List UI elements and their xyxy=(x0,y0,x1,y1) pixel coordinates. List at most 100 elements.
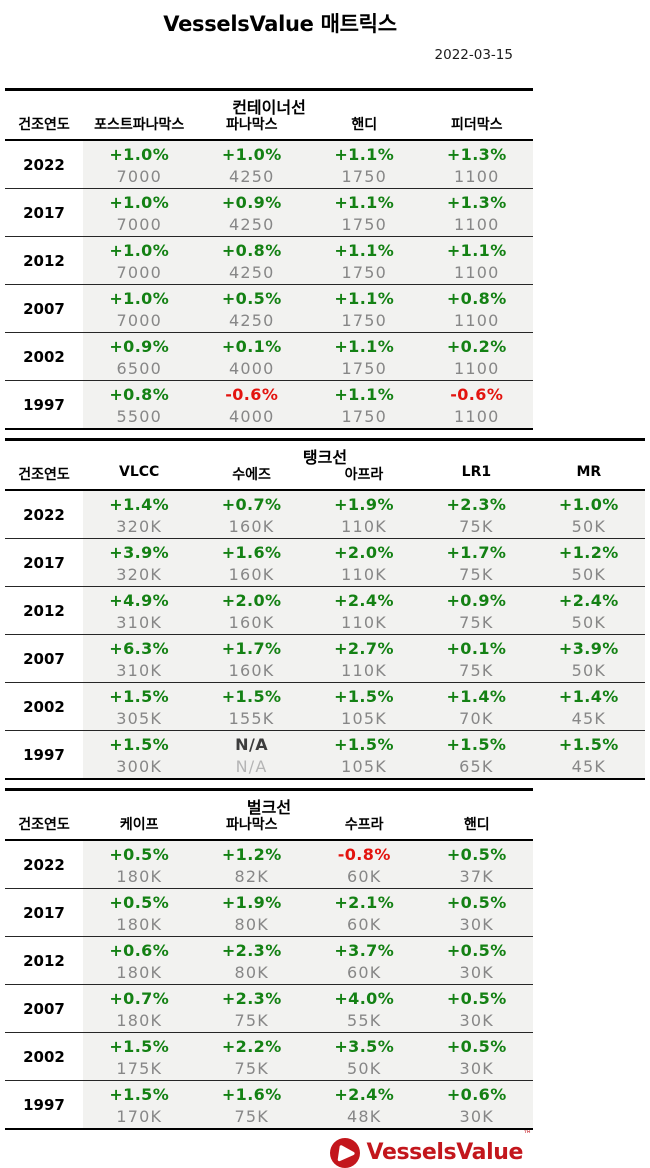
size-value: 1750 xyxy=(341,359,388,378)
pct-change: +2.3% xyxy=(221,989,282,1008)
pct-change: +1.5% xyxy=(221,687,282,706)
size-value: 30K xyxy=(459,1107,494,1126)
table-row: 2007 +6.3% 310K +1.7% 160K +2.7% 110K +0.1% 75K +… xyxy=(5,635,645,683)
pct-change: +4.0% xyxy=(334,989,395,1008)
pct-change: +0.5% xyxy=(446,1037,507,1056)
pct-change: +1.7% xyxy=(446,543,507,562)
year-label: 2017 xyxy=(5,539,83,586)
data-cell: +0.7% 160K xyxy=(195,491,308,538)
pct-change: +2.7% xyxy=(334,639,394,658)
size-value: 75K xyxy=(234,1107,269,1126)
size-value: 7000 xyxy=(116,263,163,282)
pct-change: +2.4% xyxy=(334,591,394,610)
pct-change: -0.6% xyxy=(450,385,504,404)
data-cell: +3.9% 50K xyxy=(532,635,645,682)
pct-change: +1.6% xyxy=(221,543,282,562)
pct-change: +3.7% xyxy=(334,941,395,960)
data-cell: +1.6% 75K xyxy=(195,1081,308,1128)
size-value: 1750 xyxy=(341,167,388,186)
column-header: 케이프 xyxy=(119,817,159,833)
pct-change: +0.6% xyxy=(446,1085,507,1104)
section-title: 벌크선 xyxy=(246,798,292,817)
pct-change: +1.5% xyxy=(558,735,619,754)
size-value: 110K xyxy=(341,661,387,680)
size-value: 155K xyxy=(228,709,275,728)
size-value: 1750 xyxy=(341,263,388,282)
size-value: 110K xyxy=(341,613,387,632)
header-row: 건조연도 케이프 파나막스 수프라 핸디 xyxy=(5,814,533,841)
data-cell: +4.0% 55K xyxy=(308,985,421,1032)
size-value: 1100 xyxy=(453,263,500,282)
pct-change: +0.9% xyxy=(221,193,282,212)
data-cell: -0.6% 4000 xyxy=(195,381,308,428)
data-cell: +3.5% 50K xyxy=(308,1033,421,1080)
pct-change: +1.0% xyxy=(109,145,170,164)
year-label: 1997 xyxy=(5,731,83,778)
data-cell: +2.0% 110K xyxy=(307,539,421,586)
size-value: 1750 xyxy=(341,311,388,330)
data-cell: +1.5% 300K xyxy=(83,731,196,778)
data-cell: +0.8% 5500 xyxy=(83,381,196,428)
size-value: 175K xyxy=(116,1059,163,1078)
page-title: VesselsValue 매트릭스 xyxy=(163,12,397,36)
data-cell: +1.5% 65K xyxy=(420,731,533,778)
pct-change: +2.1% xyxy=(334,893,395,912)
data-cell: +3.7% 60K xyxy=(308,937,421,984)
data-cell: -0.8% 60K xyxy=(308,841,421,888)
size-value: 4250 xyxy=(228,215,275,234)
data-cell: +2.4% 110K xyxy=(307,587,421,634)
size-value: 75K xyxy=(459,661,494,680)
size-value: 1100 xyxy=(453,311,500,330)
data-cell: +1.2% 82K xyxy=(195,841,308,888)
data-cell: +2.3% 75K xyxy=(195,985,308,1032)
data-cell: +1.1% 1750 xyxy=(308,237,421,284)
size-value: 160K xyxy=(228,661,275,680)
table-row: 2017 +1.0% 7000 +0.9% 4250 +1.1% 1750 +1.3% 1100 xyxy=(5,189,533,237)
size-value: 80K xyxy=(234,915,269,934)
column-header: MR xyxy=(576,464,602,480)
pct-change: +1.0% xyxy=(221,145,282,164)
data-cell: +0.5% 30K xyxy=(420,889,533,936)
pct-change: +1.0% xyxy=(109,193,170,212)
pct-change: +1.1% xyxy=(446,241,507,260)
size-value: 82K xyxy=(234,867,269,886)
data-cell: +4.9% 310K xyxy=(83,587,196,634)
size-value: 1100 xyxy=(453,407,500,426)
pct-change: +1.5% xyxy=(109,687,170,706)
data-cell: +1.6% 160K xyxy=(195,539,308,586)
size-value: 50K xyxy=(571,661,607,680)
pct-change: +1.2% xyxy=(558,543,619,562)
table-row: 2017 +0.5% 180K +1.9% 80K +2.1% 60K +0.5% 30K xyxy=(5,889,533,937)
year-column-header: 건조연도 xyxy=(18,467,70,483)
size-value: 7000 xyxy=(116,215,163,234)
data-cell: +1.1% 1750 xyxy=(308,189,421,236)
size-value: 180K xyxy=(116,1011,163,1030)
size-value: 60K xyxy=(347,963,382,982)
size-value: 310K xyxy=(116,613,163,632)
year-label: 2002 xyxy=(5,333,83,380)
year-label: 2007 xyxy=(5,985,83,1032)
size-value: 310K xyxy=(116,661,163,680)
size-value: 160K xyxy=(228,565,275,584)
year-label: 1997 xyxy=(5,381,83,428)
data-cell: +1.5% 170K xyxy=(83,1081,196,1128)
table-row: 1997 +1.5% 300K N/A N/A +1.5% 105K +1.5% 65K +1.5… xyxy=(5,731,645,778)
size-value: 300K xyxy=(116,757,163,776)
size-value: 50K xyxy=(571,613,607,632)
data-cell: +1.7% 75K xyxy=(420,539,533,586)
data-cell: +3.9% 320K xyxy=(83,539,196,586)
size-value: 180K xyxy=(116,867,163,886)
size-value: 50K xyxy=(571,517,607,536)
year-label: 2017 xyxy=(5,189,83,236)
column-header: 포스트파나막스 xyxy=(94,117,185,133)
table-row: 2022 +1.0% 7000 +1.0% 4250 +1.1% 1750 +1.3% 1100 xyxy=(5,141,533,189)
data-cell: N/A N/A xyxy=(195,731,308,778)
data-cell: +1.5% 105K xyxy=(307,683,421,730)
size-value: 30K xyxy=(459,915,494,934)
pct-change: +1.4% xyxy=(109,495,170,514)
pct-change: +1.5% xyxy=(334,687,394,706)
pct-change: +2.4% xyxy=(558,591,619,610)
pct-change: +3.5% xyxy=(334,1037,395,1056)
data-cell: +1.1% 1100 xyxy=(420,237,533,284)
data-cell: +2.7% 110K xyxy=(307,635,421,682)
